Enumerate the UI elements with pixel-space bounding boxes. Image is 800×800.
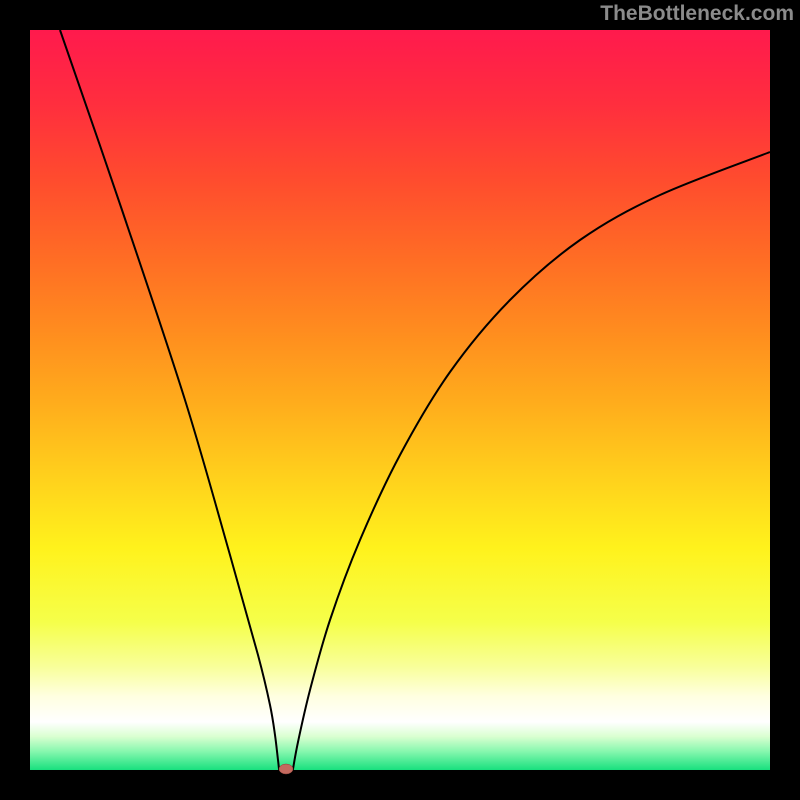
plot-area (30, 30, 770, 770)
watermark-text: TheBottleneck.com (600, 2, 794, 26)
chart-container: TheBottleneck.com (0, 0, 800, 800)
minimum-marker (279, 764, 293, 774)
chart-svg (0, 0, 800, 800)
